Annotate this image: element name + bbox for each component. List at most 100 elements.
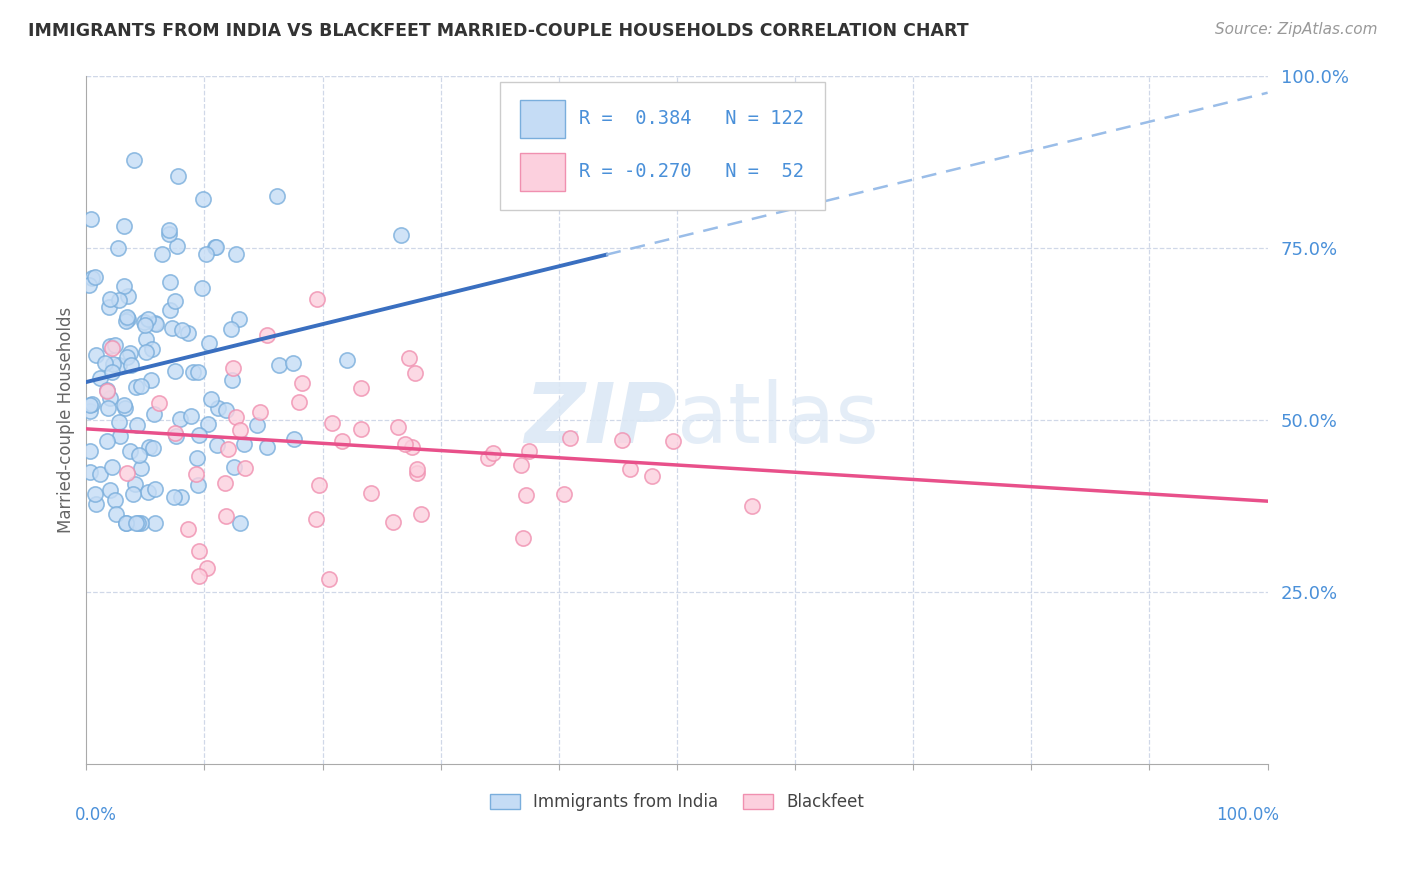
Point [401,440,423,454]
Point [233,437,256,451]
Point [510,458,533,472]
Point [195,561,218,575]
Point [167,169,190,183]
Point [318,572,340,586]
Point [194,247,217,261]
Point [221,322,243,336]
Point [93,356,115,370]
Point [619,462,641,476]
Text: R = -0.270   N =  52: R = -0.270 N = 52 [579,162,804,181]
Point [304,512,326,526]
Text: R =  0.384   N = 122: R = 0.384 N = 122 [579,110,804,128]
Point [200,392,222,406]
Point [77,278,100,293]
Point [163,364,186,378]
Text: 100.0%: 100.0% [1216,805,1279,823]
Point [222,360,245,375]
Point [101,341,124,355]
Point [117,289,139,303]
Point [136,485,159,500]
Point [246,417,269,432]
Point [389,228,412,243]
Point [125,516,148,531]
Point [120,358,142,372]
Point [281,355,304,369]
Point [165,426,187,441]
Point [115,310,138,325]
Point [142,408,165,422]
Point [79,398,101,412]
Point [406,462,429,476]
Point [515,488,537,502]
Point [135,332,157,346]
Point [177,326,200,340]
Point [215,402,238,417]
Point [141,342,163,356]
Point [266,188,288,202]
Point [169,490,191,504]
Point [117,350,139,364]
Point [267,358,290,372]
Point [96,383,118,397]
Point [186,450,208,465]
Point [104,493,127,508]
Point [170,324,193,338]
Point [97,401,120,415]
Point [112,278,135,293]
Point [308,477,330,491]
Point [159,303,181,318]
Point [143,516,166,531]
Point [143,316,166,330]
Point [222,460,245,475]
Point [139,373,162,387]
Point [108,428,131,442]
Point [249,405,271,419]
Point [157,227,180,241]
Point [610,434,633,448]
Point [360,485,382,500]
Point [148,396,170,410]
Point [142,441,165,455]
Point [115,516,138,531]
Y-axis label: Married-couple Households: Married-couple Households [58,307,75,533]
Point [228,423,250,437]
Point [191,192,214,206]
Point [101,459,124,474]
Point [117,312,139,326]
Point [204,240,226,254]
Point [124,476,146,491]
Point [187,478,209,492]
Point [117,467,139,481]
Point [98,483,121,497]
Point [125,380,148,394]
Point [84,497,107,511]
Point [103,357,125,371]
Point [104,338,127,352]
Point [741,500,763,514]
Point [114,401,136,415]
Text: 0.0%: 0.0% [75,805,117,823]
Point [143,482,166,496]
Point [84,487,107,501]
Point [169,412,191,426]
Point [225,247,247,261]
Point [477,451,499,466]
Point [291,376,314,390]
Point [187,365,209,379]
Point [187,427,209,442]
Point [350,381,373,395]
Point [382,516,405,530]
Point [134,315,156,329]
Point [135,344,157,359]
Point [180,409,202,423]
Point [134,318,156,332]
Point [336,352,359,367]
Point [129,379,152,393]
Point [80,397,103,411]
Text: atlas: atlas [676,379,879,460]
Point [112,219,135,233]
Point [321,416,343,430]
Point [84,348,107,362]
Point [394,436,416,450]
Point [512,531,534,545]
